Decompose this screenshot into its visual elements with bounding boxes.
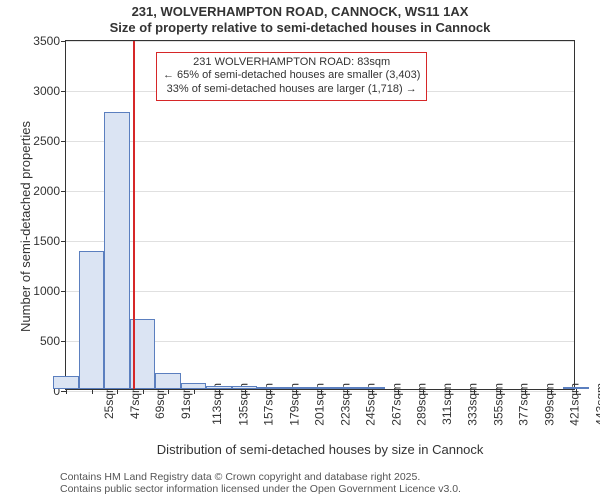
xtick-mark xyxy=(219,389,220,394)
xtick-mark xyxy=(143,389,144,394)
xtick-mark xyxy=(117,389,118,394)
histogram-bar xyxy=(257,387,283,389)
ytick-label: 500 xyxy=(40,334,66,348)
ytick-label: 2000 xyxy=(33,184,66,198)
y-axis-label: Number of semi-detached properties xyxy=(18,121,33,332)
histogram-bar xyxy=(155,373,181,389)
xtick-mark xyxy=(296,389,297,394)
ytick-label: 1500 xyxy=(33,234,66,248)
histogram-bar xyxy=(359,387,385,389)
xtick-label: 289sqm xyxy=(415,383,429,426)
xtick-mark xyxy=(576,389,577,394)
gridline xyxy=(66,291,574,292)
histogram-bar xyxy=(104,112,130,389)
page-subtitle: Size of property relative to semi-detach… xyxy=(0,20,600,36)
xtick-label: 157sqm xyxy=(262,383,276,426)
gridline xyxy=(66,41,574,42)
histogram-bar xyxy=(563,387,589,389)
xtick-mark xyxy=(194,389,195,394)
gridline xyxy=(66,191,574,192)
xtick-label: 333sqm xyxy=(466,383,480,426)
footer-attribution: Contains HM Land Registry data © Crown c… xyxy=(60,471,461,496)
ytick-label: 3000 xyxy=(33,84,66,98)
xtick-label: 245sqm xyxy=(364,383,378,426)
annotation-line: 231 WOLVERHAMPTON ROAD: 83sqm xyxy=(163,56,420,70)
xtick-mark xyxy=(474,389,475,394)
histogram-bar xyxy=(79,251,105,389)
histogram-bar xyxy=(181,383,207,389)
reference-line xyxy=(133,41,135,389)
xtick-mark xyxy=(398,389,399,394)
xtick-mark xyxy=(347,389,348,394)
xtick-mark xyxy=(168,389,169,394)
histogram-bar xyxy=(308,387,334,389)
xtick-label: 267sqm xyxy=(389,383,403,426)
xtick-label: 399sqm xyxy=(542,383,556,426)
histogram-bar xyxy=(283,387,309,389)
xtick-label: 311sqm xyxy=(439,383,453,425)
annotation-line: ← 65% of semi-detached houses are smalle… xyxy=(163,69,420,83)
xtick-mark xyxy=(500,389,501,394)
xtick-mark xyxy=(525,389,526,394)
xtick-label: 355sqm xyxy=(491,383,505,426)
gridline xyxy=(66,241,574,242)
histogram-bar xyxy=(206,386,232,389)
xtick-label: 377sqm xyxy=(517,383,531,426)
xtick-mark xyxy=(245,389,246,394)
chart-container: { "header": { "title": "231, WOLVERHAMPT… xyxy=(0,0,600,500)
gridline xyxy=(66,141,574,142)
xtick-mark xyxy=(423,389,424,394)
xtick-label: 443sqm xyxy=(593,383,600,426)
xtick-mark xyxy=(66,389,67,394)
annotation-line: 33% of semi-detached houses are larger (… xyxy=(163,83,420,97)
ytick-label: 2500 xyxy=(33,134,66,148)
annotation-box: 231 WOLVERHAMPTON ROAD: 83sqm← 65% of se… xyxy=(156,52,427,101)
xtick-mark xyxy=(372,389,373,394)
histogram-bar xyxy=(53,376,79,389)
histogram-bar xyxy=(334,387,360,389)
footer-line-2: Contains public sector information licen… xyxy=(60,483,461,496)
plot-area: Number of semi-detached properties 05001… xyxy=(65,40,575,390)
xtick-mark xyxy=(321,389,322,394)
xtick-mark xyxy=(270,389,271,394)
x-axis-label: Distribution of semi-detached houses by … xyxy=(157,442,484,457)
xtick-label: 223sqm xyxy=(338,383,352,426)
ytick-label: 1000 xyxy=(33,284,66,298)
xtick-mark xyxy=(551,389,552,394)
xtick-label: 421sqm xyxy=(568,383,582,426)
page-title: 231, WOLVERHAMPTON ROAD, CANNOCK, WS11 1… xyxy=(0,0,600,20)
xtick-mark xyxy=(92,389,93,394)
xtick-label: 201sqm xyxy=(313,383,327,426)
xtick-label: 135sqm xyxy=(236,383,250,426)
xtick-label: 113sqm xyxy=(210,383,224,425)
histogram-bar xyxy=(232,386,258,389)
footer-line-1: Contains HM Land Registry data © Crown c… xyxy=(60,471,461,484)
xtick-mark xyxy=(449,389,450,394)
xtick-label: 179sqm xyxy=(287,383,301,426)
ytick-label: 3500 xyxy=(33,34,66,48)
